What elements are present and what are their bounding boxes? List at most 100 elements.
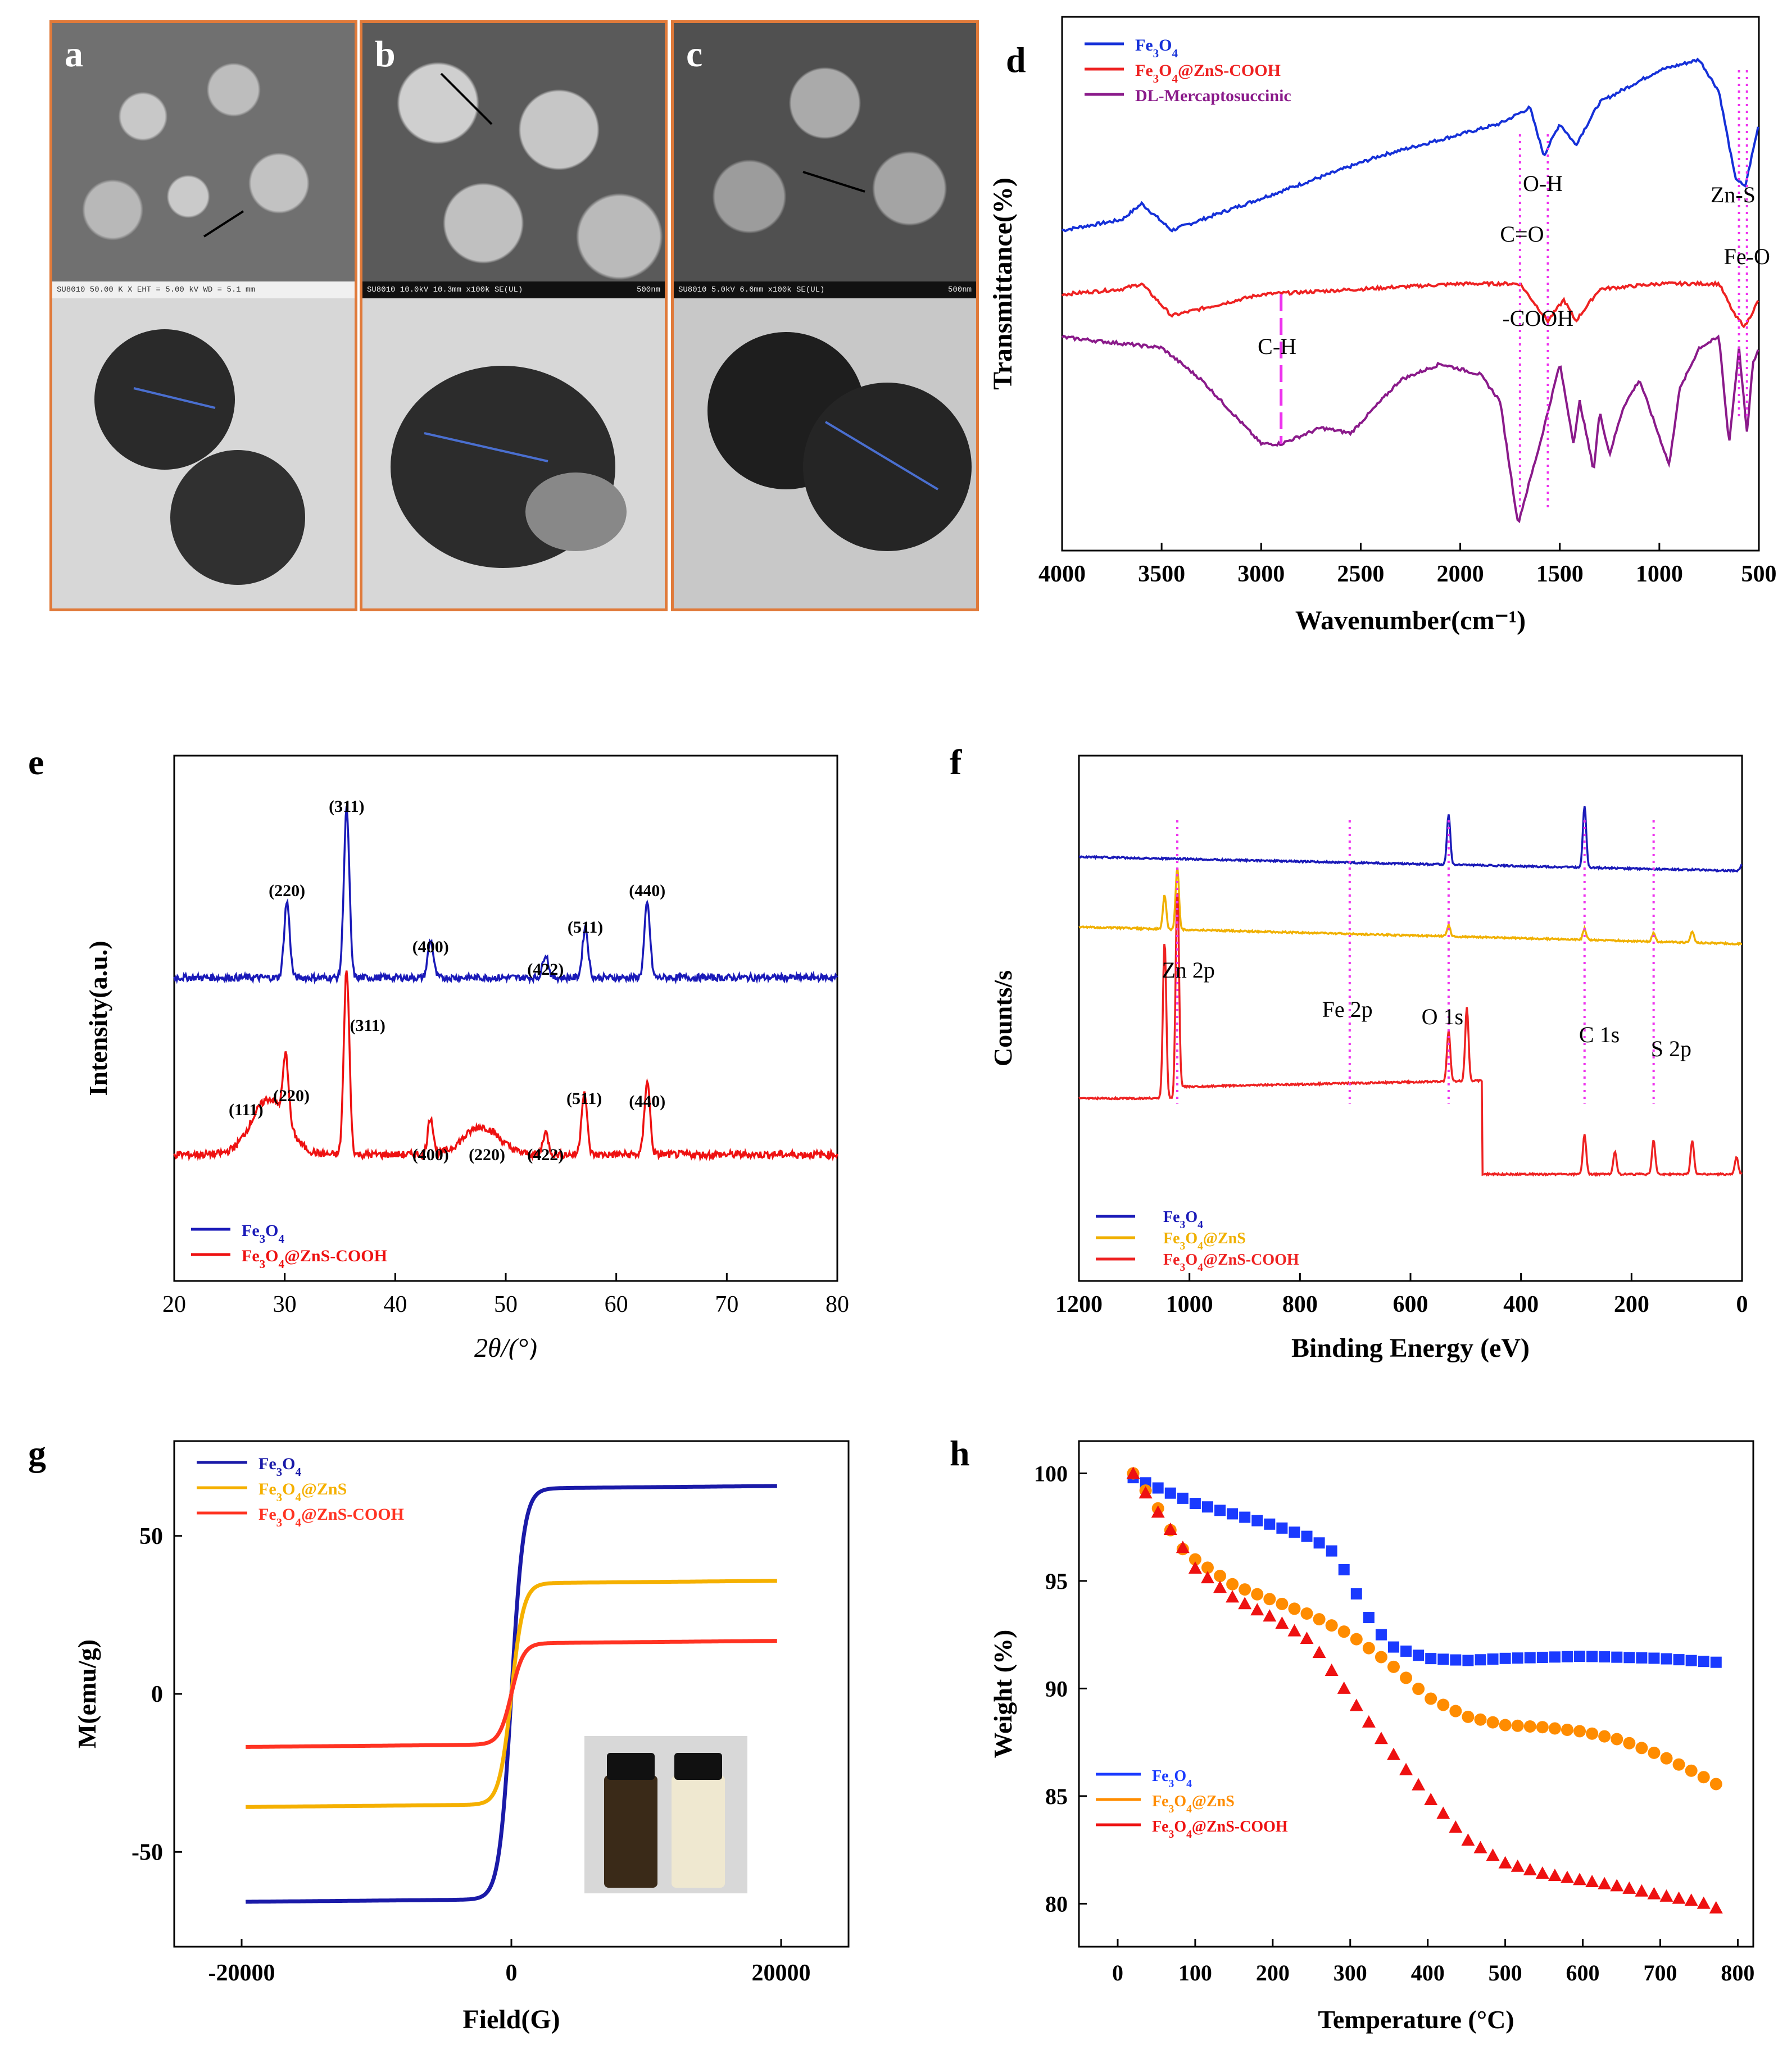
- tga-point-circle: [1263, 1593, 1276, 1606]
- tga-point-circle: [1362, 1642, 1375, 1655]
- tga-point-circle: [1523, 1720, 1536, 1733]
- tga-point-circle: [1697, 1771, 1710, 1784]
- tga-x-tick-label: 600: [1566, 1960, 1600, 1985]
- ftir-x-tick-label: 500: [1741, 561, 1776, 587]
- tga-legend-label: Fe3O4: [1152, 1767, 1192, 1790]
- tga-x-tick-label: 0: [1112, 1960, 1123, 1985]
- tga-point-square: [1636, 1652, 1648, 1664]
- tga-point-triangle: [1684, 1893, 1698, 1906]
- tga-point-triangle: [1188, 1561, 1202, 1574]
- xps-annotation: O 1s: [1422, 1004, 1463, 1029]
- sem-scale-c: 500nm: [947, 285, 972, 294]
- tga-point-triangle: [1635, 1884, 1649, 1897]
- tga-point-circle: [1672, 1758, 1685, 1771]
- tga-point-circle: [1387, 1660, 1400, 1673]
- tga-point-circle: [1214, 1570, 1227, 1583]
- tga-point-square: [1623, 1652, 1635, 1664]
- ftir-x-tick-label: 4000: [1038, 561, 1086, 587]
- tga-point-circle: [1412, 1683, 1425, 1696]
- tga-x-tick-label: 700: [1643, 1960, 1677, 1985]
- tga-x-tick-label: 400: [1411, 1960, 1445, 1985]
- tga-point-triangle: [1275, 1616, 1289, 1629]
- panel-label-a: a: [65, 34, 83, 75]
- sem-info-text-c: SU8010 5.0kV 6.6mm x100k SE(UL): [678, 285, 825, 294]
- tga-point-circle: [1276, 1597, 1289, 1610]
- tga-point-triangle: [1659, 1889, 1673, 1902]
- tga-point-square: [1611, 1651, 1623, 1663]
- tga-point-square: [1201, 1501, 1213, 1513]
- xps-legend-label: Fe3O4@ZnS: [1163, 1230, 1246, 1252]
- vsm-y-tick-label: 0: [151, 1682, 163, 1707]
- tga-point-square: [1189, 1498, 1201, 1510]
- tga-point-triangle: [1560, 1870, 1574, 1883]
- xrd-peak-label-blue: (220): [269, 881, 305, 900]
- tga-x-axis-label: Temperature (°C): [1318, 2005, 1514, 2034]
- tem-image-a: [52, 298, 355, 608]
- sem-line-a: [203, 210, 244, 238]
- tga-point-square: [1363, 1612, 1375, 1624]
- sem-line-b: [440, 72, 493, 125]
- tga-axes-frame: [1078, 1440, 1754, 1948]
- tga-point-triangle: [1424, 1793, 1438, 1806]
- tga-point-triangle: [1523, 1862, 1537, 1875]
- tga-point-triangle: [1250, 1603, 1264, 1616]
- tga-y-tick-label: 85: [1045, 1784, 1068, 1809]
- xrd-peak-label-red: (220): [469, 1146, 505, 1164]
- tga-point-square: [1437, 1653, 1449, 1665]
- vsm-inset-vial-clear: [672, 1775, 725, 1888]
- tga-point-triangle: [1300, 1632, 1314, 1644]
- tem-particles-b: [391, 366, 627, 568]
- tga-point-circle: [1511, 1719, 1524, 1732]
- vsm-inset-vial-dark: [604, 1775, 657, 1888]
- xrd-peak-label-blue: (311): [329, 797, 364, 816]
- tga-point-circle: [1635, 1742, 1648, 1755]
- tga-point-square: [1177, 1492, 1189, 1504]
- tga-point-circle: [1573, 1725, 1586, 1738]
- tga-point-triangle: [1337, 1681, 1351, 1694]
- tga-point-triangle: [1399, 1762, 1413, 1775]
- tga-point-circle: [1709, 1778, 1722, 1791]
- xps-annotation: S 2p: [1651, 1036, 1691, 1061]
- tga-legend-label: Fe3O4@ZnS-COOH: [1152, 1818, 1288, 1841]
- vsm-legend-label: Fe3O4: [258, 1455, 301, 1479]
- tga-point-square: [1214, 1505, 1226, 1516]
- vsm-legend-label: Fe3O4@ZnS-COOH: [258, 1505, 404, 1529]
- tga-point-square: [1698, 1656, 1709, 1667]
- tga-point-triangle: [1362, 1715, 1376, 1728]
- tga-point-square: [1561, 1651, 1573, 1662]
- vsm-x-tick-label: 20000: [752, 1960, 811, 1986]
- vsm-inset-cap: [607, 1753, 655, 1780]
- tga-point-circle: [1201, 1561, 1214, 1574]
- tga-point-triangle: [1226, 1590, 1240, 1603]
- ftir-x-tick-label: 2000: [1437, 561, 1484, 587]
- ftir-chart: 4000 3500 3000 2500 2000 1500 1000 500 Wavenumbe…: [988, 16, 1776, 635]
- tga-point-circle: [1561, 1723, 1573, 1736]
- ftir-annotation: -COOH: [1502, 306, 1573, 331]
- tga-point-circle: [1350, 1633, 1363, 1646]
- ftir-annotation: Fe-O: [1724, 244, 1770, 269]
- xps-annotation: Zn 2p: [1162, 957, 1215, 983]
- xps-x-tick-label: 600: [1393, 1292, 1428, 1317]
- tga-point-triangle: [1287, 1624, 1301, 1637]
- xrd-chart: 20 30 40 50 60 70 80 2θ/(°) Intensity(a.u.) (220)…: [84, 755, 849, 1360]
- xrd-legend-label: Fe3O4@ZnS-COOH: [242, 1247, 387, 1271]
- sem-image-a: [52, 23, 355, 290]
- xps-annotation: C 1s: [1579, 1022, 1620, 1047]
- tga-point-square: [1586, 1651, 1598, 1662]
- tem-image-b: [362, 298, 665, 608]
- ftir-y-axis-label: Transmittance(%): [988, 178, 1018, 390]
- tga-y-tick-label: 90: [1045, 1676, 1068, 1701]
- xps-x-tick-label: 1000: [1166, 1292, 1213, 1317]
- ftir-x-tick-label: 3500: [1138, 561, 1185, 587]
- tga-point-square: [1574, 1651, 1586, 1662]
- tga-point-circle: [1486, 1716, 1499, 1729]
- vsm-series-2: [246, 1639, 777, 1749]
- tga-point-triangle: [1461, 1833, 1475, 1846]
- panel-label-b: b: [375, 34, 396, 75]
- tga-point-square: [1313, 1537, 1325, 1549]
- tga-point-square: [1536, 1651, 1548, 1663]
- ftir-series-0: [1062, 57, 1759, 233]
- sem-info-text-b: SU8010 10.0kV 10.3mm x100k SE(UL): [367, 285, 523, 294]
- ftir-x-axis-label: Wavenumber(cm⁻¹): [1295, 606, 1526, 635]
- tga-y-axis-label: Weight (%): [988, 1630, 1017, 1759]
